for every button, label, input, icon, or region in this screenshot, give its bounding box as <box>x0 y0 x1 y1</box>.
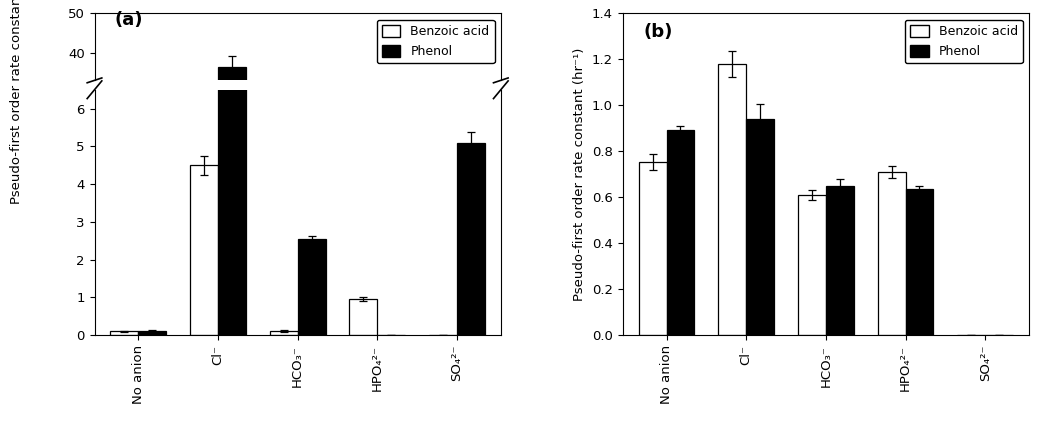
Bar <box>270 210 297 211</box>
Bar <box>139 210 166 211</box>
Bar <box>139 331 166 335</box>
Legend: Benzoic acid, Phenol: Benzoic acid, Phenol <box>377 20 495 63</box>
Bar <box>297 239 326 335</box>
Bar <box>218 67 246 211</box>
Bar <box>457 143 485 335</box>
Bar <box>297 200 326 211</box>
Bar <box>798 195 826 335</box>
Bar <box>190 193 218 211</box>
Bar <box>218 0 246 335</box>
Legend: Benzoic acid, Phenol: Benzoic acid, Phenol <box>905 20 1023 63</box>
Bar <box>747 119 774 335</box>
Bar <box>878 172 905 335</box>
Bar <box>110 332 139 335</box>
Bar <box>270 331 297 335</box>
Bar <box>718 64 747 335</box>
Bar <box>638 162 667 335</box>
Y-axis label: Pseudo-first order rate constant (hr⁻¹): Pseudo-first order rate constant (hr⁻¹) <box>573 48 586 301</box>
Bar <box>350 207 377 211</box>
Bar <box>457 190 485 211</box>
Y-axis label: Pseudo-first order rate constant (hr⁻¹): Pseudo-first order rate constant (hr⁻¹) <box>10 0 23 204</box>
Text: (b): (b) <box>643 23 672 41</box>
Bar <box>350 299 377 335</box>
Bar <box>905 189 933 335</box>
Bar <box>190 165 218 335</box>
Text: (a): (a) <box>114 12 143 30</box>
Bar <box>826 186 854 335</box>
Bar <box>667 130 694 335</box>
